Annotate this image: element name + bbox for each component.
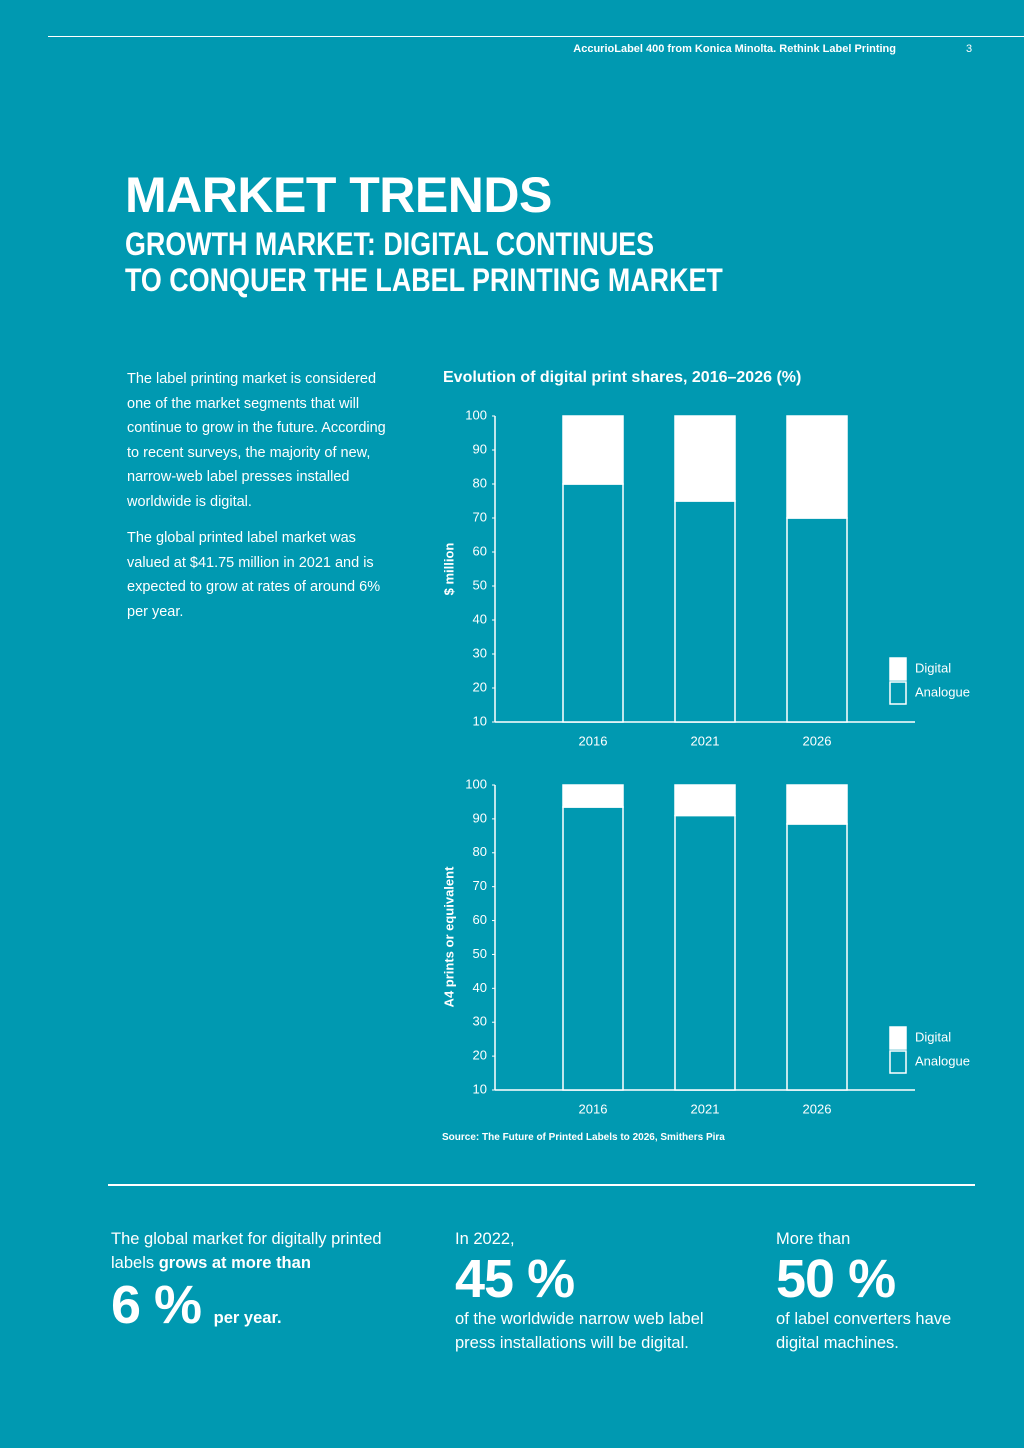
bar-segment	[674, 784, 736, 817]
y-tick-label: 70	[473, 878, 487, 893]
y-axis-label: A4 prints or equivalent	[441, 866, 456, 1008]
y-tick-label: 90	[473, 441, 487, 456]
y-tick-label: 40	[473, 980, 487, 995]
bar-segment	[786, 517, 848, 723]
y-tick-label: 100	[465, 407, 487, 422]
subtitle: GROWTH MARKET: DIGITAL CONTINUES TO CONQ…	[125, 226, 723, 298]
bar-segment	[562, 806, 624, 1091]
legend-swatch	[889, 681, 907, 705]
page-number: 3	[966, 43, 973, 55]
header-rule	[48, 36, 1024, 37]
stat-lead: More than	[776, 1230, 851, 1248]
y-tick-label: 20	[473, 1048, 487, 1063]
stat-tail: of the worldwide narrow web label press …	[455, 1310, 704, 1352]
subtitle-line: GROWTH MARKET: DIGITAL CONTINUES	[125, 226, 655, 262]
stat-figure: 45 %	[455, 1249, 575, 1309]
legend-swatch	[889, 1050, 907, 1074]
bar-segment	[562, 483, 624, 723]
bar-segment	[786, 415, 848, 519]
stat-figure: 6 %	[111, 1275, 202, 1335]
divider	[108, 1184, 975, 1186]
title: MARKET TRENDS	[125, 167, 552, 223]
stat-figure: 50 %	[776, 1249, 896, 1309]
y-tick-label: 20	[473, 679, 487, 694]
charts: Evolution of digital print shares, 2016–…	[441, 369, 970, 1116]
legend-label: Digital	[915, 1029, 951, 1044]
x-tick-label: 2021	[691, 733, 720, 748]
y-tick-label: 50	[473, 946, 487, 961]
bar-segment	[674, 814, 736, 1091]
y-tick-label: 100	[465, 776, 487, 791]
y-tick-label: 10	[473, 1081, 487, 1096]
stat-tail: of label converters have digital machine…	[776, 1310, 952, 1352]
y-tick-label: 60	[473, 543, 487, 558]
subtitle-line: TO CONQUER THE LABEL PRINTING MARKET	[125, 262, 723, 298]
stat-tail: per year.	[213, 1309, 282, 1327]
stat: More than 50 % of label converters have …	[776, 1227, 976, 1355]
x-tick-label: 2016	[579, 1101, 608, 1116]
bar-segment	[562, 784, 624, 808]
y-tick-label: 40	[473, 611, 487, 626]
stat: The global market for digitally printed …	[111, 1227, 411, 1333]
bar-segment	[786, 784, 848, 825]
y-tick-label: 30	[473, 645, 487, 660]
stat: In 2022, 45 % of the worldwide narrow we…	[455, 1227, 745, 1355]
bar-segment	[674, 415, 736, 502]
y-tick-label: 80	[473, 475, 487, 490]
bar-segment	[786, 823, 848, 1091]
stat-bold: grows at more than	[158, 1254, 311, 1272]
legend-label: Analogue	[915, 684, 970, 699]
y-tick-label: 90	[473, 810, 487, 825]
x-tick-label: 2021	[691, 1101, 720, 1116]
y-tick-label: 70	[473, 509, 487, 524]
header-text: AccurioLabel 400 from Konica Minolta. Re…	[573, 43, 896, 55]
y-tick-label: 10	[473, 713, 487, 728]
x-tick-label: 2026	[803, 1101, 832, 1116]
y-tick-label: 80	[473, 844, 487, 859]
legend-label: Digital	[915, 660, 951, 675]
chart-title: Evolution of digital print shares, 2016–…	[443, 369, 801, 386]
body-text: The label printing market is considered …	[127, 367, 389, 636]
bar-segment	[562, 415, 624, 485]
legend-swatch	[889, 657, 907, 681]
legend-label: Analogue	[915, 1053, 970, 1068]
stat-row: 6 % per year.	[111, 1277, 411, 1333]
source: Source: The Future of Printed Labels to …	[442, 1132, 725, 1143]
x-tick-label: 2026	[803, 733, 832, 748]
stat-lead: In 2022,	[455, 1230, 515, 1248]
y-tick-label: 50	[473, 577, 487, 592]
paragraph: The global printed label market was valu…	[127, 530, 381, 620]
stat-lead: The global market for digitally printed …	[111, 1230, 382, 1272]
x-tick-label: 2016	[579, 733, 608, 748]
y-tick-label: 60	[473, 912, 487, 927]
legend-swatch	[889, 1026, 907, 1050]
y-tick-label: 30	[473, 1014, 487, 1029]
bar-segment	[674, 500, 736, 723]
y-axis-label: $ million	[441, 543, 456, 596]
paragraph: The label printing market is considered …	[127, 371, 386, 510]
